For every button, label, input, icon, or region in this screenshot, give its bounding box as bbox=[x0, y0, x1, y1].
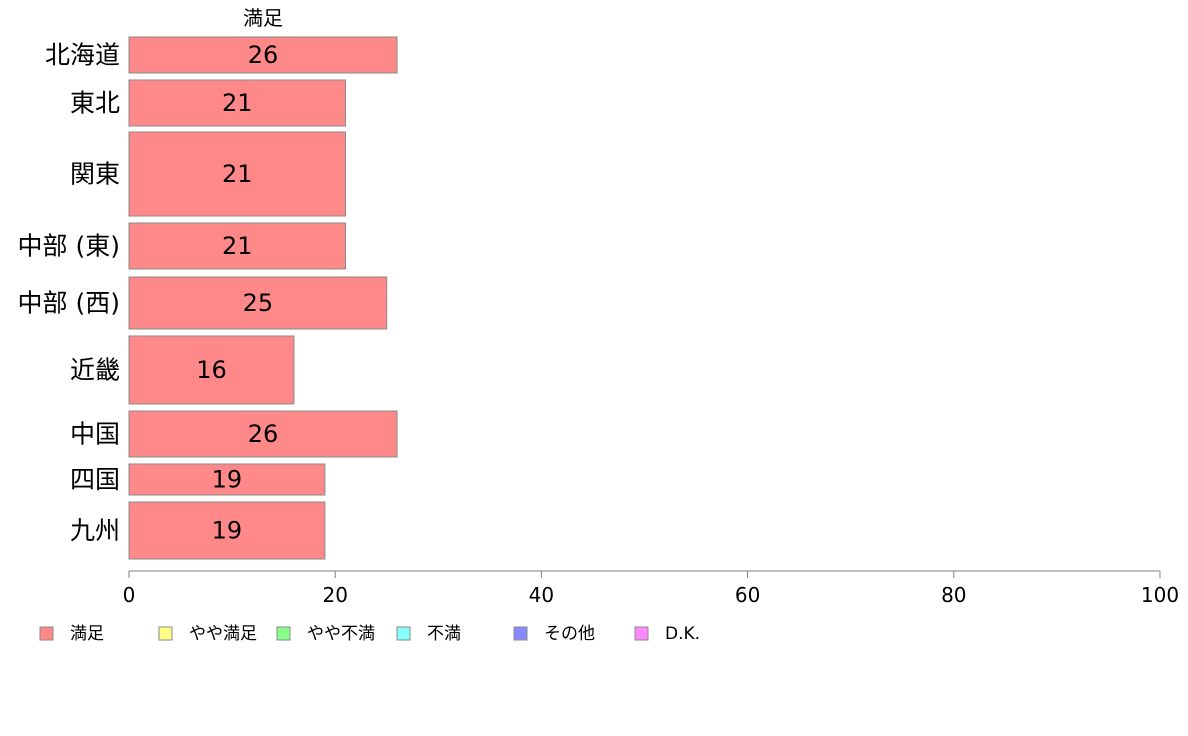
bar-segment bbox=[128, 36, 398, 74]
legend-label: その他 bbox=[544, 624, 595, 644]
bar-segment bbox=[128, 501, 326, 560]
category-label: 関東 bbox=[70, 160, 120, 189]
category-label: 中部 (東) bbox=[18, 232, 120, 261]
bar-segment bbox=[128, 131, 347, 217]
bar-value-label: 19 bbox=[212, 466, 243, 494]
legend-swatch bbox=[158, 626, 173, 641]
x-tick-label: 60 bbox=[735, 583, 760, 607]
bar-value-label: 21 bbox=[222, 232, 253, 260]
legend-label: 不満 bbox=[427, 624, 461, 644]
category-label: 九州 bbox=[70, 516, 120, 545]
legend-swatch bbox=[513, 626, 528, 641]
bar-value-label: 19 bbox=[212, 517, 243, 545]
bar-value-label: 26 bbox=[248, 420, 279, 448]
category-label: 北海道 bbox=[45, 41, 120, 70]
bar-segment bbox=[128, 335, 295, 405]
x-axis: 0 20 40 60 80 100 bbox=[123, 570, 1179, 607]
bar-value-label: 16 bbox=[196, 356, 227, 384]
category-label: 近畿 bbox=[70, 356, 120, 385]
x-tick-label: 20 bbox=[322, 583, 347, 607]
bar-segment bbox=[128, 276, 388, 330]
column-header: 満足 bbox=[243, 6, 283, 30]
bar-value-label: 21 bbox=[222, 160, 253, 188]
legend-swatch bbox=[396, 626, 411, 641]
category-label: 東北 bbox=[70, 89, 120, 118]
bar-value-label: 21 bbox=[222, 89, 253, 117]
bar-value-label: 26 bbox=[248, 41, 279, 69]
category-label: 中国 bbox=[70, 420, 120, 449]
x-tick-label: 40 bbox=[529, 583, 554, 607]
legend-label: やや不満 bbox=[307, 624, 375, 644]
x-tick-label: 80 bbox=[941, 583, 966, 607]
bar-value-label: 25 bbox=[243, 289, 274, 317]
bar-segment bbox=[128, 410, 398, 458]
x-tick-label: 100 bbox=[1141, 583, 1179, 607]
bar-segment bbox=[128, 79, 347, 127]
legend-swatch bbox=[276, 626, 291, 641]
category-label: 中部 (西) bbox=[18, 289, 120, 318]
legend-swatch bbox=[39, 626, 54, 641]
category-label: 四国 bbox=[70, 465, 120, 494]
legend-label: D.K. bbox=[665, 624, 700, 644]
legend-label: やや満足 bbox=[189, 624, 257, 644]
legend-swatch bbox=[634, 626, 649, 641]
bar-segment bbox=[128, 463, 326, 496]
bar-segment bbox=[128, 222, 347, 270]
legend: 満足 やや満足 やや不満 不満 その他 D.K. bbox=[39, 624, 700, 644]
legend-label: 満足 bbox=[70, 624, 104, 644]
x-tick-label: 0 bbox=[123, 583, 136, 607]
